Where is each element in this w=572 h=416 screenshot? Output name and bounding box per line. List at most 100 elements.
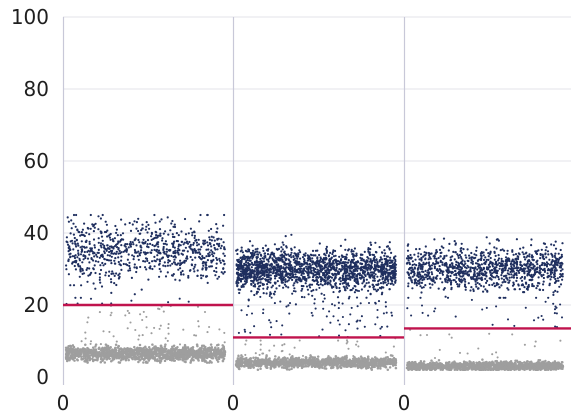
positive-droplet-point [133,220,136,223]
intermediate-droplet-point [280,333,283,336]
positive-droplet-point [69,284,72,287]
negative-droplet-point [121,350,125,353]
negative-droplet-point [136,349,139,352]
positive-droplet-point [262,292,265,295]
intermediate-droplet-point [261,352,264,355]
negative-droplet-point [183,348,186,351]
negative-droplet-point [217,357,221,361]
positive-droplet-point [110,262,113,265]
positive-droplet-point [161,239,164,242]
negative-droplet-point [105,355,109,358]
negative-droplet-point [86,346,89,350]
intermediate-droplet-point [281,324,284,327]
positive-droplet-point [137,258,140,261]
positive-droplet-point [311,279,314,282]
positive-droplet-point [356,265,359,268]
positive-droplet-point [164,230,167,233]
positive-droplet-point [338,286,341,290]
panel-points [64,213,227,364]
positive-droplet-point [287,286,290,289]
positive-droplet-point [239,256,242,259]
negative-droplet-point [298,361,302,364]
positive-droplet-point [97,241,100,244]
panel-dividers [62,17,406,385]
positive-droplet-point [253,253,256,256]
positive-droplet-point [115,228,118,231]
negative-droplet-point [203,360,207,363]
negative-droplet-point [215,357,218,360]
negative-droplet-point [386,368,390,372]
intermediate-droplet-point [244,343,247,346]
negative-droplet-point [86,359,89,363]
intermediate-droplet-point [86,321,89,324]
negative-droplet-point [366,355,370,358]
positive-droplet-point [153,245,156,248]
negative-droplet-point [174,353,178,356]
positive-droplet-point [117,247,120,250]
intermediate-droplet-point [314,307,317,310]
positive-droplet-point [251,257,254,260]
intermediate-droplet-point [281,344,284,347]
intermediate-droplet-point [259,339,262,342]
positive-droplet-point [80,284,83,287]
negative-droplet-point [83,355,86,358]
negative-droplet-point [144,345,147,348]
positive-droplet-point [158,228,162,231]
positive-droplet-point [75,238,78,241]
positive-droplet-point [274,272,277,275]
intermediate-droplet-point [159,324,162,327]
positive-droplet-point [130,276,133,279]
positive-droplet-point [106,229,109,232]
positive-droplet-point [193,234,196,237]
positive-droplet-point [186,250,189,253]
positive-droplet-point [277,273,280,276]
negative-droplet-point [334,354,338,358]
intermediate-droplet-point [338,323,341,326]
negative-droplet-point [186,350,190,353]
positive-droplet-point [301,287,304,290]
negative-droplet-point [366,359,370,362]
positive-droplet-point [287,258,290,261]
positive-droplet-point [222,241,225,244]
positive-droplet-point [361,253,364,256]
positive-droplet-point [99,281,102,284]
negative-droplet-point [186,357,189,360]
negative-droplet-point [339,366,343,370]
negative-droplet-point [179,352,183,355]
positive-droplet-point [136,255,139,258]
positive-droplet-point [89,227,92,230]
positive-droplet-point [256,290,259,294]
intermediate-droplet-point [145,326,148,329]
positive-droplet-point [272,254,276,257]
negative-droplet-point [214,348,217,352]
positive-droplet-point [74,268,77,271]
negative-droplet-point [65,354,69,358]
positive-droplet-point [98,256,101,259]
negative-droplet-point [216,360,220,363]
positive-droplet-point [75,259,78,263]
negative-droplet-point [308,356,311,360]
intermediate-droplet-point [374,323,377,326]
negative-droplet-point [254,358,257,362]
intermediate-droplet-point [164,337,167,340]
positive-droplet-point [73,260,76,263]
negative-droplet-point [285,362,289,365]
positive-droplet-point [294,303,297,306]
positive-droplet-point [83,222,86,225]
intermediate-droplet-point [89,340,93,343]
positive-droplet-point [116,234,119,237]
intermediate-droplet-point [268,294,271,298]
intermediate-droplet-point [313,302,316,305]
negative-droplet-point [278,361,281,364]
intermediate-droplet-point [203,310,207,314]
negative-droplet-point [219,354,222,357]
positive-droplet-point [210,259,213,262]
positive-droplet-point [222,252,225,255]
negative-droplet-point [216,348,220,352]
negative-droplet-point [102,355,105,358]
positive-droplet-point [218,259,221,262]
positive-droplet-point [250,290,253,293]
positive-droplet-point [311,257,314,260]
negative-droplet-point [340,362,343,365]
